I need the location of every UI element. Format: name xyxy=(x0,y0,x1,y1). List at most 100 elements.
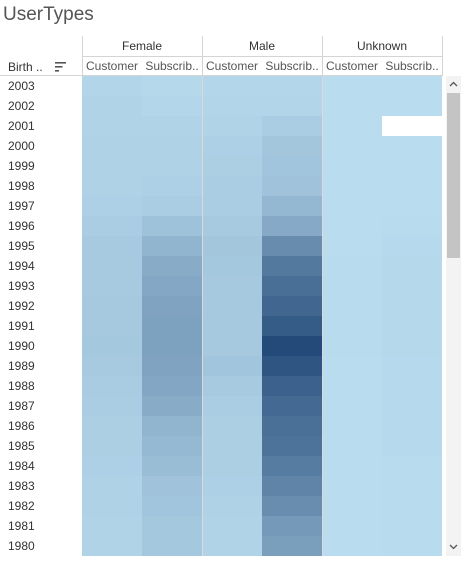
heatmap-cell[interactable] xyxy=(322,496,382,516)
heatmap-cell[interactable] xyxy=(202,76,262,96)
heatmap-cell[interactable] xyxy=(262,216,322,236)
heatmap-cell[interactable] xyxy=(382,256,442,276)
heatmap-cell[interactable] xyxy=(322,416,382,436)
heatmap-cell[interactable] xyxy=(202,356,262,376)
heatmap-cell[interactable] xyxy=(322,536,382,556)
heatmap-cell[interactable] xyxy=(82,256,142,276)
heatmap-cell[interactable] xyxy=(322,156,382,176)
heatmap-cell[interactable] xyxy=(82,116,142,136)
usertype-header-subscriber[interactable]: Subscrib.. xyxy=(385,59,439,73)
heatmap-cell[interactable] xyxy=(262,476,322,496)
heatmap-cell[interactable] xyxy=(322,356,382,376)
heatmap-cell[interactable] xyxy=(382,396,442,416)
heatmap-cell[interactable] xyxy=(202,436,262,456)
heatmap-cell[interactable] xyxy=(382,476,442,496)
heatmap-cell[interactable] xyxy=(202,196,262,216)
usertype-header-subscriber[interactable]: Subscrib.. xyxy=(265,59,319,73)
chevron-down-icon[interactable] xyxy=(449,542,458,551)
heatmap-cell[interactable] xyxy=(142,436,202,456)
heatmap-cell[interactable] xyxy=(142,376,202,396)
heatmap-cell[interactable] xyxy=(202,316,262,336)
heatmap-cell[interactable] xyxy=(142,316,202,336)
heatmap-cell[interactable] xyxy=(382,156,442,176)
heatmap-cell[interactable] xyxy=(142,396,202,416)
heatmap-cell[interactable] xyxy=(322,376,382,396)
heatmap-cell[interactable] xyxy=(202,156,262,176)
heatmap-cell[interactable] xyxy=(82,436,142,456)
heatmap-cell[interactable] xyxy=(262,396,322,416)
heatmap-cell[interactable] xyxy=(202,176,262,196)
heatmap-cell[interactable] xyxy=(262,516,322,536)
heatmap-cell[interactable] xyxy=(202,96,262,116)
heatmap-cell[interactable] xyxy=(322,216,382,236)
heatmap-cell[interactable] xyxy=(262,256,322,276)
heatmap-cell[interactable] xyxy=(382,136,442,156)
heatmap-cell[interactable] xyxy=(382,536,442,556)
heatmap-cell[interactable] xyxy=(262,196,322,216)
heatmap-cell[interactable] xyxy=(142,136,202,156)
heatmap-cell[interactable] xyxy=(382,316,442,336)
heatmap-cell[interactable] xyxy=(202,476,262,496)
heatmap-cell[interactable] xyxy=(262,276,322,296)
heatmap-cell[interactable] xyxy=(142,256,202,276)
heatmap-cell[interactable] xyxy=(142,76,202,96)
chevron-up-icon[interactable] xyxy=(449,80,458,89)
heatmap-cell[interactable] xyxy=(382,216,442,236)
heatmap-cell[interactable] xyxy=(322,396,382,416)
heatmap-cell[interactable] xyxy=(262,436,322,456)
heatmap-cell[interactable] xyxy=(142,496,202,516)
heatmap-cell[interactable] xyxy=(82,356,142,376)
heatmap-cell[interactable] xyxy=(202,296,262,316)
heatmap-cell[interactable] xyxy=(322,236,382,256)
heatmap-cell[interactable] xyxy=(382,496,442,516)
heatmap-cell[interactable] xyxy=(262,376,322,396)
heatmap-cell[interactable] xyxy=(322,516,382,536)
heatmap-cell[interactable] xyxy=(202,116,262,136)
heatmap-cell[interactable] xyxy=(202,136,262,156)
heatmap-cell[interactable] xyxy=(82,296,142,316)
heatmap-cell[interactable] xyxy=(262,116,322,136)
heatmap-cell[interactable] xyxy=(82,456,142,476)
gender-header-unknown[interactable]: Unknown xyxy=(356,39,408,53)
heatmap-cell[interactable] xyxy=(142,336,202,356)
row-header-birth-year[interactable]: Birth .. xyxy=(8,60,43,74)
heatmap-cell[interactable] xyxy=(142,176,202,196)
heatmap-cell[interactable] xyxy=(262,416,322,436)
heatmap-cell[interactable] xyxy=(142,116,202,136)
heatmap-cell[interactable] xyxy=(202,516,262,536)
heatmap-cell[interactable] xyxy=(82,496,142,516)
heatmap-cell[interactable] xyxy=(382,436,442,456)
heatmap-cell[interactable] xyxy=(322,316,382,336)
heatmap-cell[interactable] xyxy=(202,416,262,436)
heatmap-cell[interactable] xyxy=(382,176,442,196)
heatmap-cell[interactable] xyxy=(202,236,262,256)
heatmap-cell[interactable] xyxy=(202,336,262,356)
heatmap-cell[interactable] xyxy=(142,276,202,296)
heatmap-cell[interactable] xyxy=(82,396,142,416)
heatmap-cell[interactable] xyxy=(82,236,142,256)
heatmap-cell[interactable] xyxy=(322,96,382,116)
heatmap-cell[interactable] xyxy=(142,356,202,376)
heatmap-cell[interactable] xyxy=(142,536,202,556)
heatmap-cell[interactable] xyxy=(322,136,382,156)
heatmap-cell[interactable] xyxy=(82,416,142,436)
heatmap-cell[interactable] xyxy=(142,516,202,536)
heatmap-cell[interactable] xyxy=(262,536,322,556)
usertype-header-subscriber[interactable]: Subscrib.. xyxy=(145,59,199,73)
heatmap-cell[interactable] xyxy=(82,156,142,176)
sort-descending-icon[interactable] xyxy=(55,61,67,73)
heatmap-cell[interactable] xyxy=(202,256,262,276)
heatmap-cell[interactable] xyxy=(142,476,202,496)
heatmap-cell[interactable] xyxy=(322,436,382,456)
heatmap-cell[interactable] xyxy=(382,376,442,396)
heatmap-cell[interactable] xyxy=(262,176,322,196)
heatmap-cell[interactable] xyxy=(82,76,142,96)
heatmap-cell[interactable] xyxy=(382,96,442,116)
heatmap-cell[interactable] xyxy=(322,196,382,216)
heatmap-cell[interactable] xyxy=(262,236,322,256)
heatmap-cell[interactable] xyxy=(142,196,202,216)
heatmap-cell[interactable] xyxy=(142,156,202,176)
gender-header-male[interactable]: Male xyxy=(248,39,275,53)
heatmap-cell[interactable] xyxy=(202,376,262,396)
heatmap-cell[interactable] xyxy=(142,236,202,256)
